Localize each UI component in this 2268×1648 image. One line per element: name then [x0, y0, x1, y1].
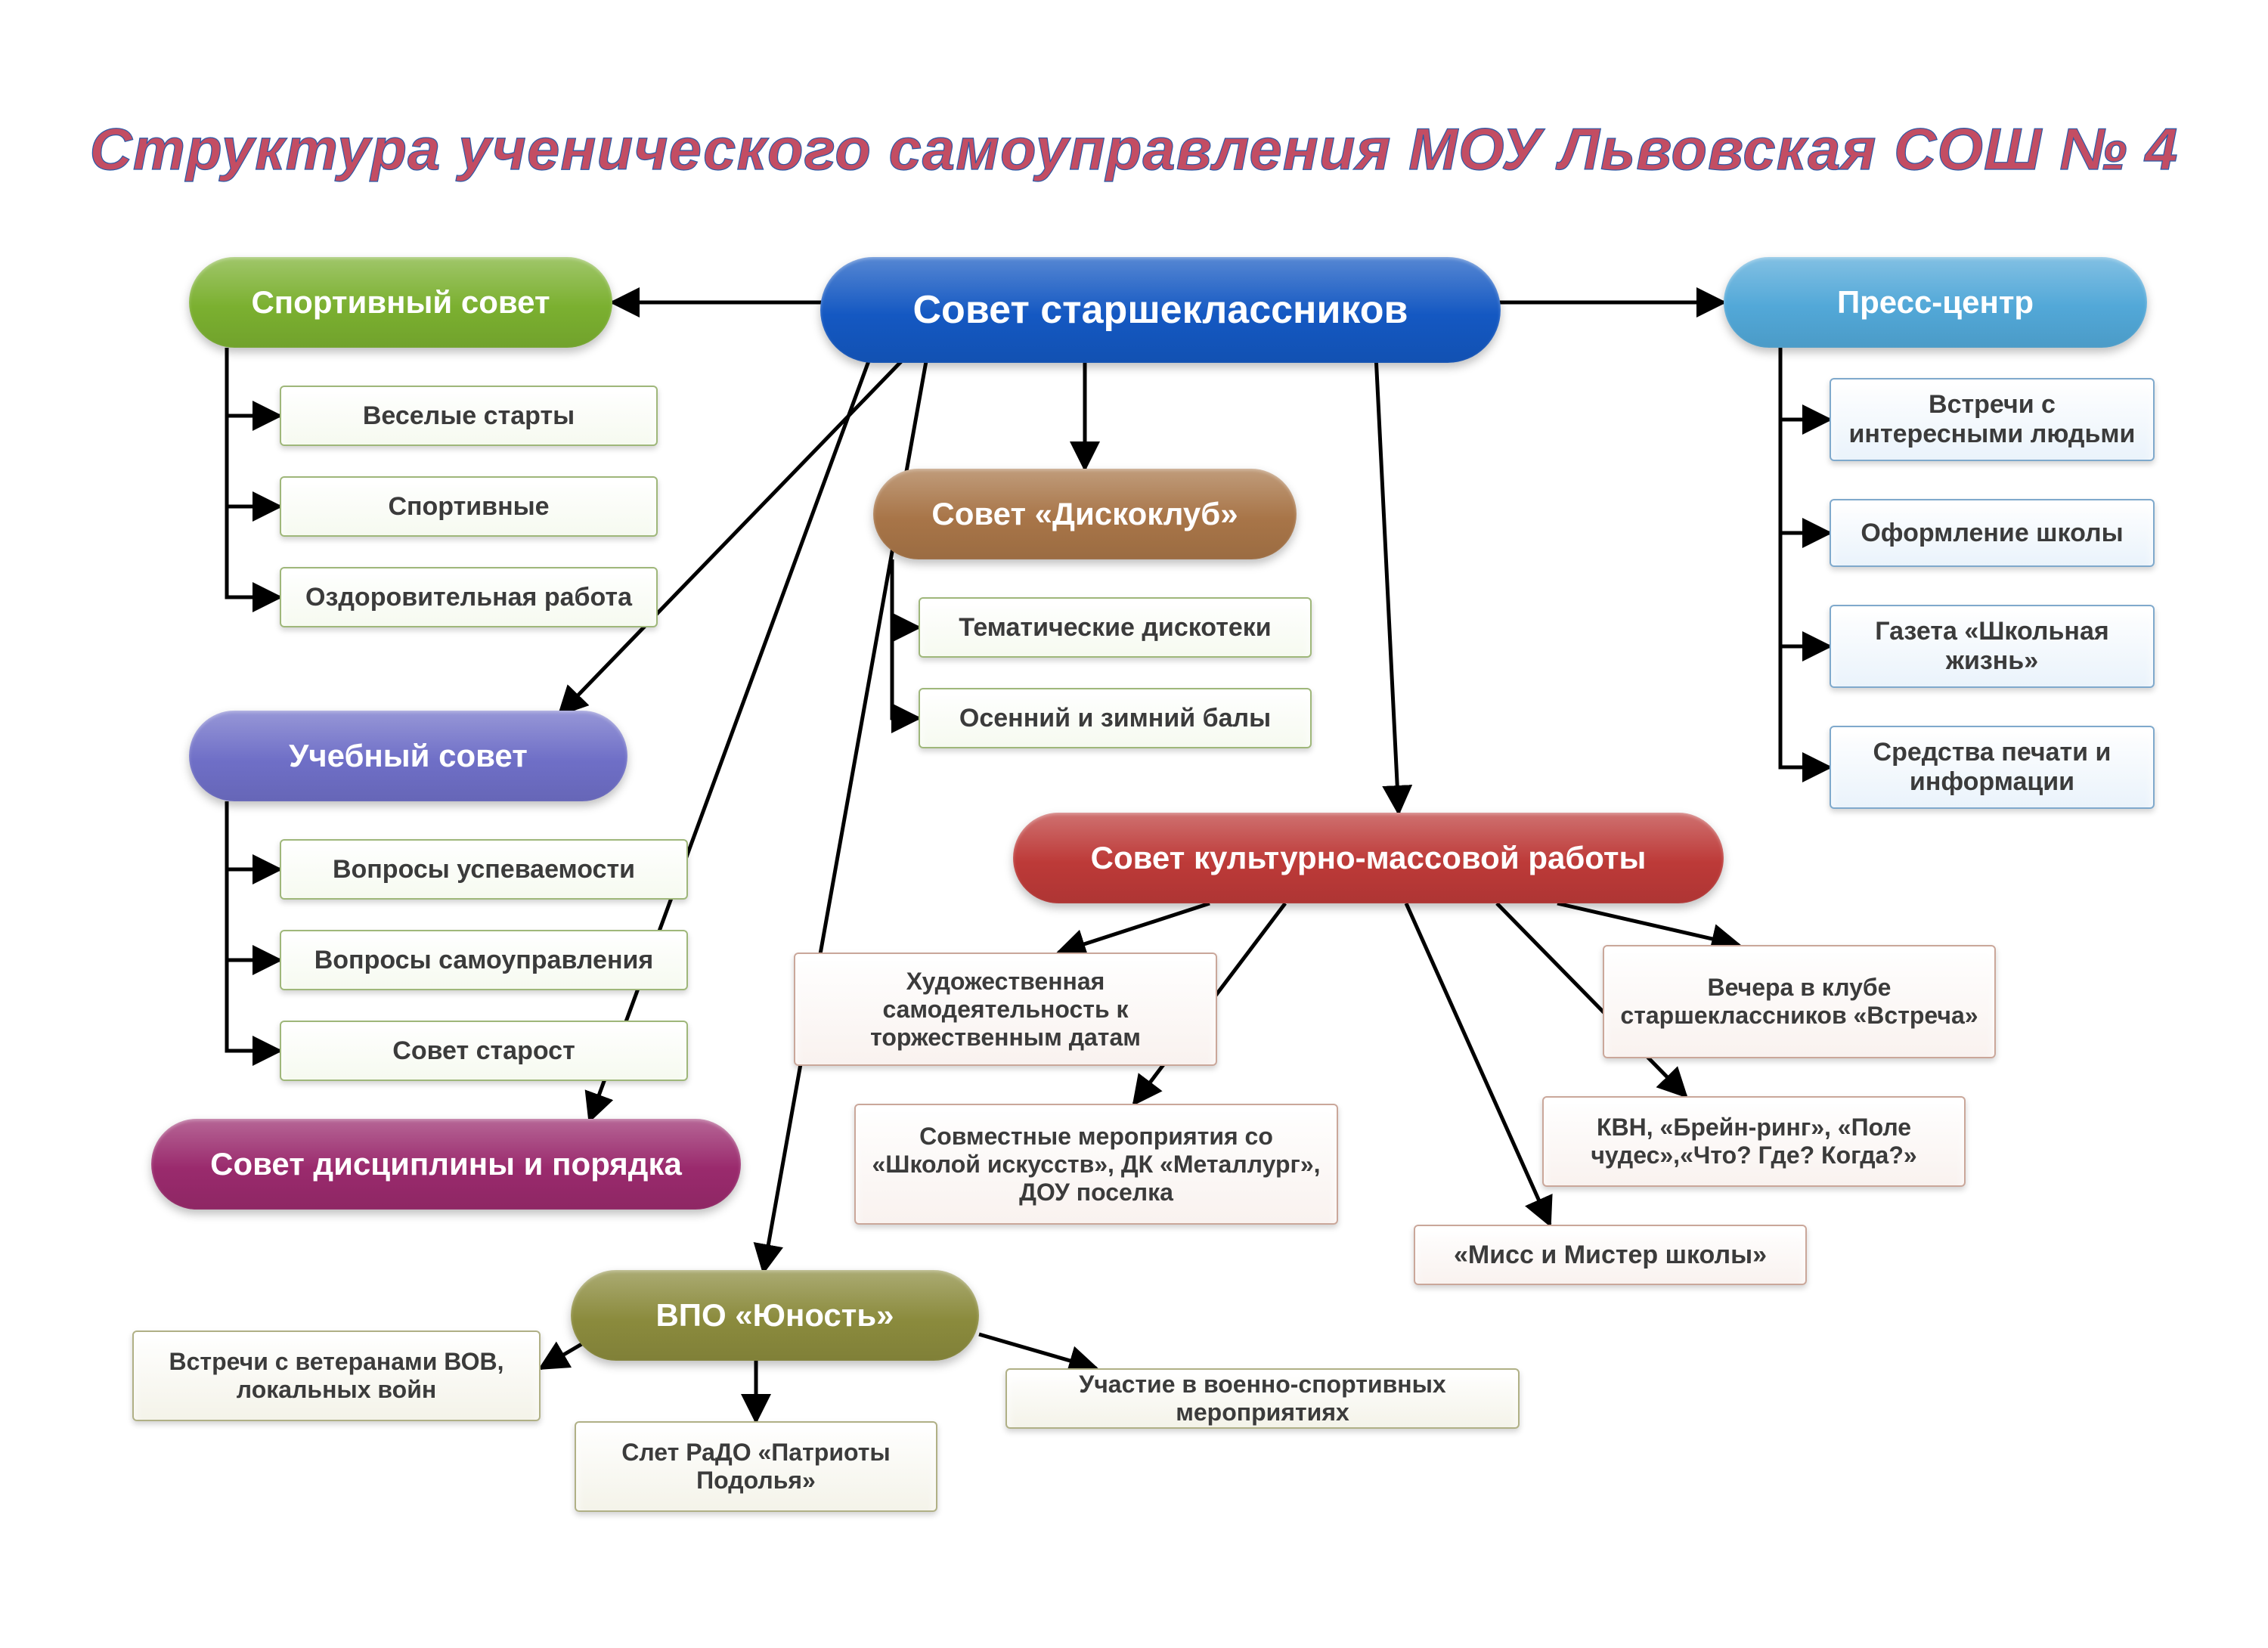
leaf-label-vpo_1: Встречи с ветеранами ВОВ, локальных войн — [147, 1348, 525, 1404]
diagram-stage: Структура ученического самоуправления МО… — [0, 0, 2268, 1648]
leaf-label-cult_1: Художественная самодеятельность к торжес… — [809, 968, 1202, 1052]
leaf-label-vpo_2: Слет РаДО «Патриоты Подолья» — [590, 1439, 922, 1495]
pill-root: Совет старшеклассников — [820, 257, 1501, 363]
leaf-sport_1: Веселые старты — [280, 386, 658, 446]
leaf-label-sport_1: Веселые старты — [363, 401, 575, 431]
edge-press-press_4 — [1780, 646, 1830, 767]
edge-disco-disco_2 — [892, 627, 919, 718]
leaf-label-sport_3: Оздоровительная работа — [305, 583, 632, 612]
pill-label-study: Учебный совет — [289, 738, 528, 774]
edge-root-culture — [1376, 355, 1399, 813]
leaf-cult_1: Художественная самодеятельность к торжес… — [794, 953, 1217, 1066]
edge-press-press_1 — [1780, 348, 1830, 420]
leaf-label-press_4: Средства печати и информации — [1845, 738, 2139, 797]
leaf-press_4: Средства печати и информации — [1830, 726, 2155, 809]
leaf-vpo_3: Участие в военно-спортивных мероприятиях — [1005, 1368, 1520, 1429]
leaf-label-cult_4: КВН, «Брейн-ринг», «Поле чудес»,«Что? Гд… — [1557, 1114, 1950, 1169]
leaf-disco_2: Осенний и зимний балы — [919, 688, 1312, 748]
pill-label-vpo: ВПО «Юность» — [655, 1297, 894, 1334]
leaf-label-disco_2: Осенний и зимний балы — [959, 704, 1271, 733]
leaf-sport_3: Оздоровительная работа — [280, 567, 658, 627]
pill-label-culture: Совет культурно-массовой работы — [1091, 840, 1647, 876]
pill-culture: Совет культурно-массовой работы — [1013, 813, 1724, 903]
edge-culture-cult_2 — [1557, 903, 1739, 945]
edge-study-study_3 — [227, 960, 280, 1051]
leaf-label-press_3: Газета «Школьная жизнь» — [1845, 617, 2139, 676]
leaf-label-study_2: Вопросы самоуправления — [314, 946, 654, 975]
pill-press: Пресс-центр — [1724, 257, 2147, 348]
leaf-label-study_3: Совет старост — [392, 1036, 575, 1066]
leaf-label-study_1: Вопросы успеваемости — [333, 855, 635, 884]
edge-culture-cult_5 — [1406, 903, 1550, 1225]
pill-study: Учебный совет — [189, 711, 627, 801]
pill-vpo: ВПО «Юность» — [571, 1270, 979, 1361]
pill-label-sport: Спортивный совет — [251, 284, 550, 321]
pill-label-root: Совет старшеклассников — [913, 287, 1408, 333]
edge-sport-sport_1 — [227, 348, 280, 416]
edge-culture-cult_1 — [1058, 903, 1210, 953]
leaf-label-vpo_3: Участие в военно-спортивных мероприятиях — [1021, 1371, 1504, 1427]
pill-label-press: Пресс-центр — [1837, 284, 2034, 321]
edge-sport-sport_2 — [227, 416, 280, 506]
edge-disco-disco_1 — [892, 559, 919, 627]
leaf-cult_2: Вечера в клубе старшеклассников «Встреча… — [1603, 945, 1996, 1058]
pill-disco: Совет «Дискоклуб» — [873, 469, 1297, 559]
leaf-press_3: Газета «Школьная жизнь» — [1830, 605, 2155, 688]
leaf-label-cult_2: Вечера в клубе старшеклассников «Встреча… — [1618, 974, 1981, 1030]
leaf-label-disco_1: Тематические дискотеки — [959, 613, 1271, 643]
leaf-label-press_1: Встречи с интересными людьми — [1845, 390, 2139, 449]
leaf-label-cult_3: Совместные мероприятия со «Школой искусс… — [869, 1123, 1323, 1207]
leaf-disco_1: Тематические дискотеки — [919, 597, 1312, 658]
pill-label-disco: Совет «Дискоклуб» — [931, 496, 1238, 532]
edge-study-study_2 — [227, 869, 280, 960]
leaf-study_2: Вопросы самоуправления — [280, 930, 688, 990]
edge-study-study_1 — [227, 801, 280, 869]
leaf-cult_4: КВН, «Брейн-ринг», «Поле чудес»,«Что? Гд… — [1542, 1096, 1966, 1187]
pill-label-discipline: Совет дисциплины и порядка — [210, 1146, 682, 1182]
pill-sport: Спортивный совет — [189, 257, 612, 348]
edge-vpo-vpo_3 — [979, 1334, 1096, 1368]
leaf-vpo_2: Слет РаДО «Патриоты Подолья» — [575, 1421, 937, 1512]
edge-sport-sport_3 — [227, 506, 280, 597]
leaf-cult_3: Совместные мероприятия со «Школой искусс… — [854, 1104, 1338, 1225]
leaf-sport_2: Спортивные — [280, 476, 658, 537]
leaf-study_3: Совет старост — [280, 1021, 688, 1081]
edge-press-press_3 — [1780, 533, 1830, 646]
leaf-study_1: Вопросы успеваемости — [280, 839, 688, 900]
leaf-cult_5: «Мисс и Мистер школы» — [1414, 1225, 1807, 1285]
leaf-vpo_1: Встречи с ветеранами ВОВ, локальных войн — [132, 1330, 541, 1421]
leaf-label-sport_2: Спортивные — [388, 492, 549, 522]
leaf-label-press_2: Оформление школы — [1861, 519, 2123, 548]
leaf-press_1: Встречи с интересными людьми — [1830, 378, 2155, 461]
pill-discipline: Совет дисциплины и порядка — [151, 1119, 741, 1210]
edge-press-press_2 — [1780, 420, 1830, 533]
page-title: Структура ученического самоуправления МО… — [0, 115, 2268, 184]
leaf-label-cult_5: «Мисс и Мистер школы» — [1454, 1241, 1767, 1270]
leaf-press_2: Оформление школы — [1830, 499, 2155, 567]
